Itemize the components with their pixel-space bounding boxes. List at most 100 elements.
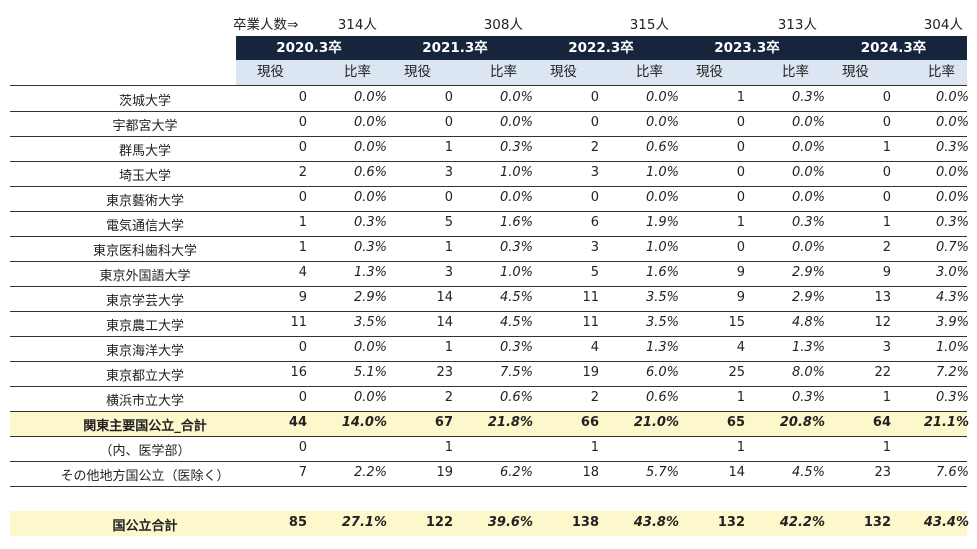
ratio-cell: 3.5% — [353, 315, 387, 330]
ratio-cell: 5.1% — [353, 365, 387, 380]
grand-total-highlight — [10, 511, 967, 536]
count-cell: 1 — [736, 440, 745, 455]
count-cell: 85 — [288, 515, 307, 530]
count-cell: 1 — [882, 440, 891, 455]
university-name: 東京農工大学 — [105, 319, 184, 334]
ratio-cell: 3.5% — [645, 315, 679, 330]
ratio-cell: 0.0% — [353, 90, 387, 105]
ratio-cell: 3.5% — [645, 290, 679, 305]
count-cell: 44 — [288, 415, 307, 430]
sub-header-count-2021: 現役 — [404, 64, 431, 80]
ratio-cell: 0.3% — [353, 215, 387, 230]
university-name: 東京藝術大学 — [105, 194, 184, 209]
count-cell: 0 — [882, 165, 891, 180]
ratio-cell: 0.3% — [935, 215, 969, 230]
row-divider — [10, 236, 967, 237]
count-cell: 4 — [298, 265, 307, 280]
ratio-cell: 0.0% — [353, 115, 387, 130]
count-cell: 7 — [298, 465, 307, 480]
ratio-cell: 1.0% — [499, 265, 533, 280]
count-cell: 23 — [874, 465, 891, 480]
ratio-cell: 7.6% — [935, 465, 969, 480]
row-divider — [10, 211, 967, 212]
ratio-cell: 5.7% — [645, 465, 679, 480]
sub-header-ratio-2022: 比率 — [636, 64, 663, 80]
ratio-cell: 43.4% — [923, 515, 969, 530]
ratio-cell: 0.0% — [353, 340, 387, 355]
total-row-highlight — [10, 411, 967, 436]
university-name: 埼玉大学 — [118, 169, 171, 184]
row-divider — [10, 261, 967, 262]
row-divider — [10, 186, 967, 187]
count-cell: 13 — [874, 290, 891, 305]
grad-count-2023: 313人 — [777, 17, 817, 33]
count-cell: 0 — [298, 190, 307, 205]
ratio-cell: 0.3% — [499, 240, 533, 255]
count-cell: 138 — [571, 515, 599, 530]
ratio-cell: 21.8% — [487, 415, 533, 430]
count-cell: 1 — [882, 215, 891, 230]
ratio-cell: 4.3% — [935, 290, 969, 305]
count-cell: 1 — [736, 390, 745, 405]
ratio-cell: 3.0% — [935, 265, 969, 280]
ratio-cell: 21.0% — [633, 415, 679, 430]
ratio-cell: 0.0% — [791, 140, 825, 155]
row-divider — [10, 286, 967, 287]
count-cell: 67 — [434, 415, 453, 430]
ratio-cell: 27.1% — [341, 515, 387, 530]
ratio-cell: 0.0% — [935, 90, 969, 105]
count-cell: 2 — [590, 140, 599, 155]
count-cell: 0 — [590, 190, 599, 205]
ratio-cell: 0.6% — [645, 140, 679, 155]
count-cell: 14 — [436, 290, 453, 305]
ratio-cell: 0.6% — [645, 390, 679, 405]
ratio-cell: 7.5% — [499, 365, 533, 380]
row-divider — [10, 336, 967, 337]
count-cell: 19 — [582, 365, 599, 380]
count-cell: 1 — [882, 140, 891, 155]
count-cell: 18 — [582, 465, 599, 480]
sub-header-ratio-2023: 比率 — [782, 64, 809, 80]
ratio-cell: 2.2% — [353, 465, 387, 480]
ratio-cell: 0.0% — [645, 190, 679, 205]
ratio-cell: 1.0% — [499, 165, 533, 180]
count-cell: 132 — [863, 515, 891, 530]
ratio-cell: 0.3% — [791, 390, 825, 405]
ratio-cell: 0.3% — [353, 240, 387, 255]
count-cell: 4 — [736, 340, 745, 355]
ratio-cell: 0.0% — [935, 190, 969, 205]
ratio-cell: 4.5% — [499, 290, 533, 305]
count-cell: 1 — [444, 140, 453, 155]
ratio-cell: 39.6% — [487, 515, 533, 530]
count-cell: 19 — [436, 465, 453, 480]
count-cell: 9 — [882, 265, 891, 280]
year-header-band — [236, 36, 967, 60]
grand-total-label: 国公立合計 — [112, 519, 178, 534]
count-cell: 11 — [582, 315, 599, 330]
sub-header-ratio-2020: 比率 — [344, 64, 371, 80]
count-cell: 0 — [736, 190, 745, 205]
ratio-cell: 7.2% — [935, 365, 969, 380]
grad-count-2021: 308人 — [483, 17, 523, 33]
ratio-cell: 6.0% — [645, 365, 679, 380]
sub-header-ratio-2024: 比率 — [928, 64, 955, 80]
ratio-cell: 0.0% — [499, 115, 533, 130]
count-cell: 5 — [590, 265, 599, 280]
sub-header-count-2024: 現役 — [842, 64, 869, 80]
ratio-cell: 0.3% — [935, 390, 969, 405]
university-name: 東京外国語大学 — [99, 269, 191, 284]
count-cell: 0 — [736, 140, 745, 155]
count-cell: 0 — [444, 115, 453, 130]
row-divider — [10, 136, 967, 137]
count-cell: 1 — [590, 440, 599, 455]
sub-header-count-2022: 現役 — [550, 64, 577, 80]
ratio-cell: 0.0% — [791, 190, 825, 205]
sub-header-band — [236, 60, 967, 85]
ratio-cell: 0.3% — [935, 140, 969, 155]
count-cell: 5 — [444, 215, 453, 230]
ratio-cell: 1.3% — [791, 340, 825, 355]
university-name: 宇都宮大学 — [112, 119, 178, 134]
count-cell: 0 — [882, 90, 891, 105]
university-name: 横浜市立大学 — [105, 394, 184, 409]
medical-faculty-label: （内、医学部） — [99, 444, 191, 459]
